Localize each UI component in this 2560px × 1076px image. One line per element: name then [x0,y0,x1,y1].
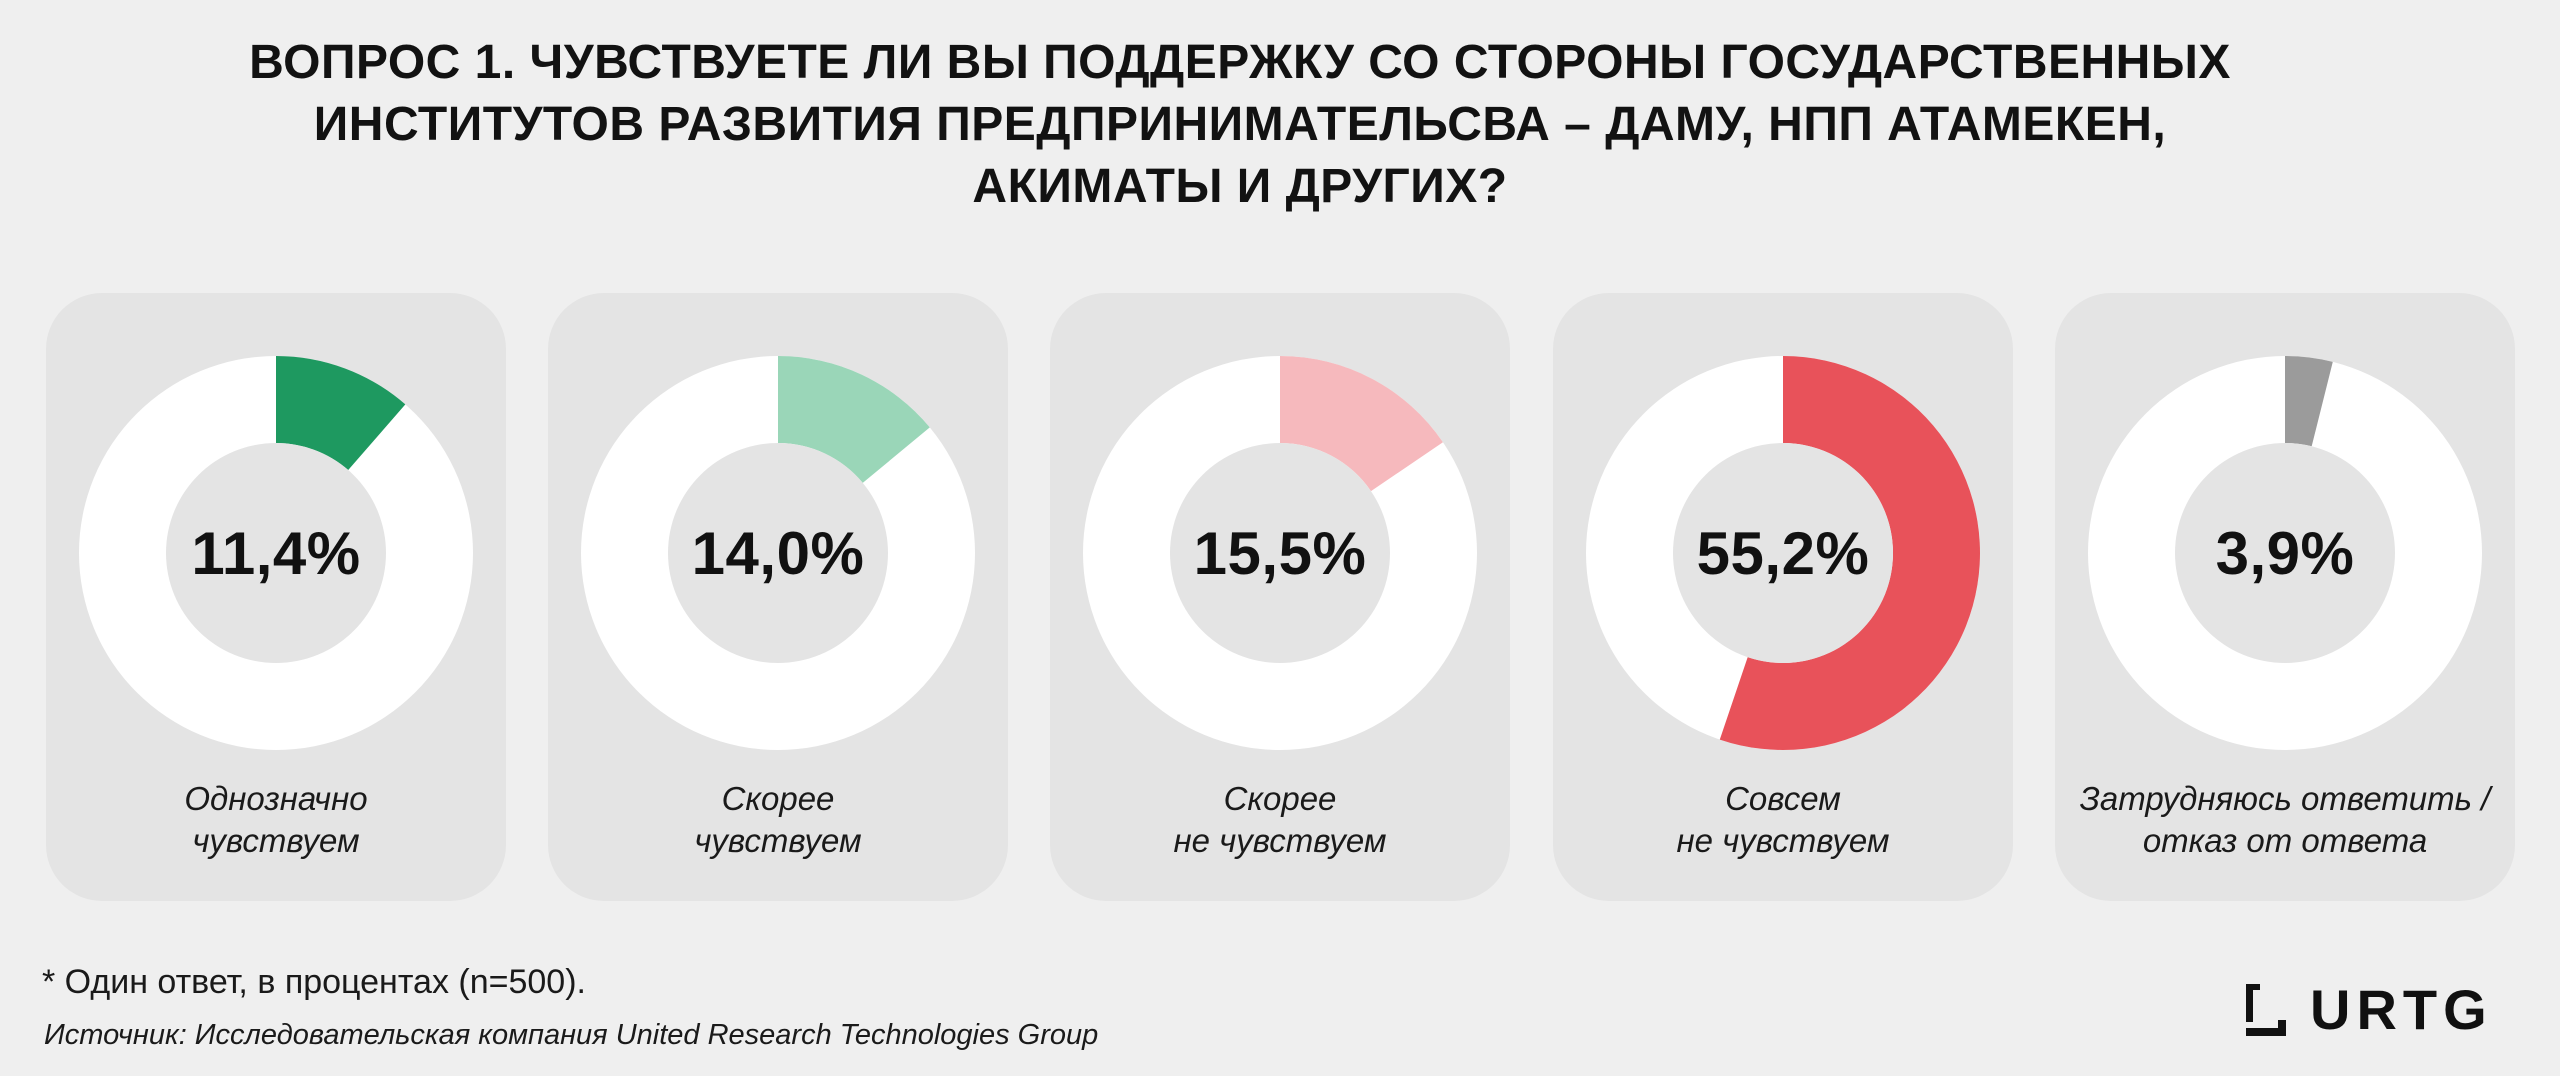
donut-slice [2285,356,2333,447]
percent-label: 55,2% [1696,519,1870,587]
donut-hole [1170,443,1390,663]
percent-label: 14,0% [691,519,865,587]
donut-chart [578,353,978,753]
category-label: Скорее не чувствуем [1070,778,1490,862]
category-label: Скорее чувствуем [568,778,988,862]
footnote: * Один ответ, в процентах (n=500). [42,963,586,1001]
donut-chart [1583,353,1983,753]
category-label: Однозначно чувствуем [66,778,486,862]
donut-card: 11,4% Однозначно чувствуем [46,293,506,901]
category-label-line: не чувствуем [1676,822,1890,859]
category-label-line: Скорее [721,780,835,817]
donut-svg [1586,356,1980,750]
donut-chart [2085,353,2485,753]
category-label: Совсем не чувствуем [1573,778,1993,862]
percent-label: 3,9% [2215,519,2355,587]
percent-label: 11,4% [191,519,361,587]
title-line-3: АКИМАТЫ И ДРУГИХ? [972,160,1508,213]
donut-hole [2175,443,2395,663]
category-label: Затрудняюсь ответить / отказ от ответа [2075,778,2495,862]
donut-card: 3,9% Затрудняюсь ответить / отказ от отв… [2055,293,2515,901]
donut-hole [1673,443,1893,663]
category-label-line: Совсем [1725,780,1841,817]
category-label-line: Однозначно [184,780,368,817]
donut-slice [1280,356,1443,492]
donut-svg [2088,356,2482,750]
donut-svg [79,356,473,750]
category-label-line: отказ от ответа [2142,822,2428,859]
donut-slice [276,356,406,471]
donut-hole [166,443,386,663]
donut-chart [76,353,476,753]
source-credit: Источник: Исследовательская компания Uni… [44,1019,1099,1051]
donut-card: 15,5% Скорее не чувствуем [1050,293,1510,901]
logo-text: URTG [2310,978,2493,1041]
chart-title: ВОПРОС 1. ЧУВСТВУЕТЕ ЛИ ВЫ ПОДДЕРЖКУ СО … [80,32,2400,218]
donut-slice [1719,356,1980,750]
donut-card: 55,2% Совсем не чувствуем [1553,293,2013,901]
category-label-line: Затрудняюсь ответить / [2079,780,2491,817]
donut-card: 14,0% Скорее чувствуем [548,293,1008,901]
urtg-logo: URTG [2242,980,2522,1040]
donut-slice [778,356,930,483]
donut-chart [1080,353,1480,753]
category-label-line: не чувствуем [1173,822,1387,859]
category-label-line: Скорее [1223,780,1337,817]
category-label-line: чувствуем [192,822,360,859]
title-line-2: ИНСТИТУТОВ РАЗВИТИЯ ПРЕДПРИНИМАТЕЛЬСВА –… [313,98,2167,151]
title-line-1: ВОПРОС 1. ЧУВСТВУЕТЕ ЛИ ВЫ ПОДДЕРЖКУ СО … [249,36,2231,89]
donut-svg [1083,356,1477,750]
category-label-line: чувствуем [694,822,862,859]
donut-svg [581,356,975,750]
percent-label: 15,5% [1193,519,1367,587]
donut-hole [668,443,888,663]
urtg-logo-icon [2246,984,2286,1036]
